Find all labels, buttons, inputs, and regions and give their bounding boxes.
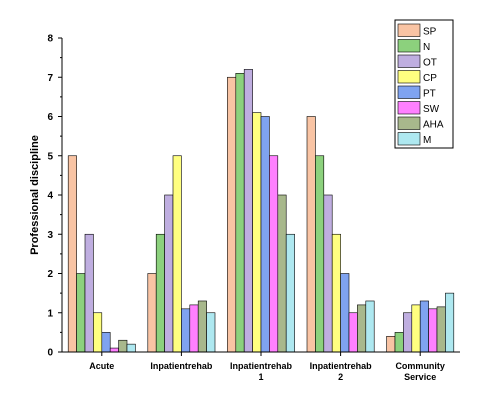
x-tick-label: Community: [395, 361, 445, 371]
bar-m-3: [365, 300, 375, 353]
legend-label-cp: CP: [423, 73, 437, 84]
y-tick-label: 4: [47, 191, 53, 202]
axes-layer: 0 1 2 3 4 5 6 7 8 Acute Inpatientrehab Inpatientreh…: [47, 34, 460, 382]
bar-pt-1: [181, 308, 191, 353]
legend-label-m: M: [423, 135, 431, 146]
legend-label-n: N: [423, 42, 430, 53]
legend-swatch-aha: [397, 116, 421, 130]
legend-swatch-m: [397, 132, 421, 146]
y-tick-label: 3: [47, 230, 53, 241]
bar-sw-0: [109, 347, 119, 353]
legend-swatch-sw: [397, 101, 421, 115]
bar-sw-1: [189, 304, 199, 353]
x-tick-label: Inpatientrehab: [310, 361, 373, 371]
bar-sw-3: [348, 312, 358, 353]
bar-aha-1: [197, 300, 207, 353]
x-tick-label: Inpatientrehab: [230, 361, 293, 371]
x-tick-label: Service: [404, 372, 436, 382]
bar-cp-2: [252, 112, 262, 353]
legend-label-aha: AHA: [423, 120, 444, 131]
bar-aha-2: [277, 194, 287, 353]
bar-cp-0: [93, 312, 103, 353]
x-tick-label: Acute: [89, 361, 114, 371]
x-tick-label: 2: [338, 372, 343, 382]
bar-n-1: [155, 233, 165, 353]
bars-layer: [67, 69, 455, 353]
bar-sp-0: [67, 155, 77, 353]
bar-n-2: [235, 73, 245, 353]
bar-cp-4: [411, 304, 421, 353]
legend-swatch-ot: [397, 54, 421, 68]
bar-sp-3: [306, 116, 316, 353]
bar-m-4: [445, 292, 455, 353]
bar-m-0: [126, 343, 136, 353]
bar-aha-3: [357, 304, 367, 353]
legend-swatch-pt: [397, 85, 421, 99]
bar-ot-0: [84, 233, 94, 353]
x-tick-label: Inpatientrehab: [150, 361, 213, 371]
bar-n-4: [394, 332, 404, 353]
legend-swatch-sp: [397, 23, 421, 37]
y-tick-label: 8: [47, 34, 53, 45]
bar-sp-1: [147, 273, 157, 353]
bar-n-3: [315, 155, 325, 353]
y-tick-label: 7: [47, 73, 53, 84]
bar-sw-4: [428, 308, 438, 353]
bar-sp-4: [386, 335, 396, 353]
bar-aha-0: [118, 339, 128, 353]
bar-aha-4: [436, 306, 446, 353]
bar-sp-2: [227, 76, 237, 353]
y-axis-title: Professional discipline: [29, 135, 41, 255]
legend: SP N OT CP PT SW AHA M: [394, 19, 454, 149]
x-tick-label: 1: [258, 372, 263, 382]
bar-ot-3: [323, 194, 333, 353]
legend-label-sp: SP: [423, 27, 437, 38]
legend-label-pt: PT: [423, 89, 436, 100]
legend-swatch-cp: [397, 70, 421, 84]
bar-n-0: [76, 273, 86, 353]
bar-ot-4: [403, 312, 413, 353]
y-tick-label: 1: [47, 308, 53, 319]
bar-pt-0: [101, 332, 111, 353]
legend-swatch-n: [397, 39, 421, 53]
bar-cp-1: [172, 155, 182, 353]
y-tick-label: 6: [47, 112, 53, 123]
bar-pt-4: [419, 300, 429, 353]
bar-sw-2: [269, 155, 279, 353]
bar-pt-3: [340, 273, 350, 353]
legend-label-sw: SW: [423, 104, 440, 115]
bar-ot-1: [164, 194, 174, 353]
legend-label-ot: OT: [423, 58, 437, 69]
bar-m-1: [206, 312, 216, 353]
y-tick-label: 5: [47, 151, 53, 162]
y-tick-label: 2: [47, 269, 53, 280]
bar-pt-2: [260, 116, 270, 353]
bar-ot-2: [243, 69, 253, 353]
bar-m-2: [285, 233, 295, 353]
bar-cp-3: [331, 233, 341, 353]
y-tick-label: 0: [47, 348, 53, 359]
